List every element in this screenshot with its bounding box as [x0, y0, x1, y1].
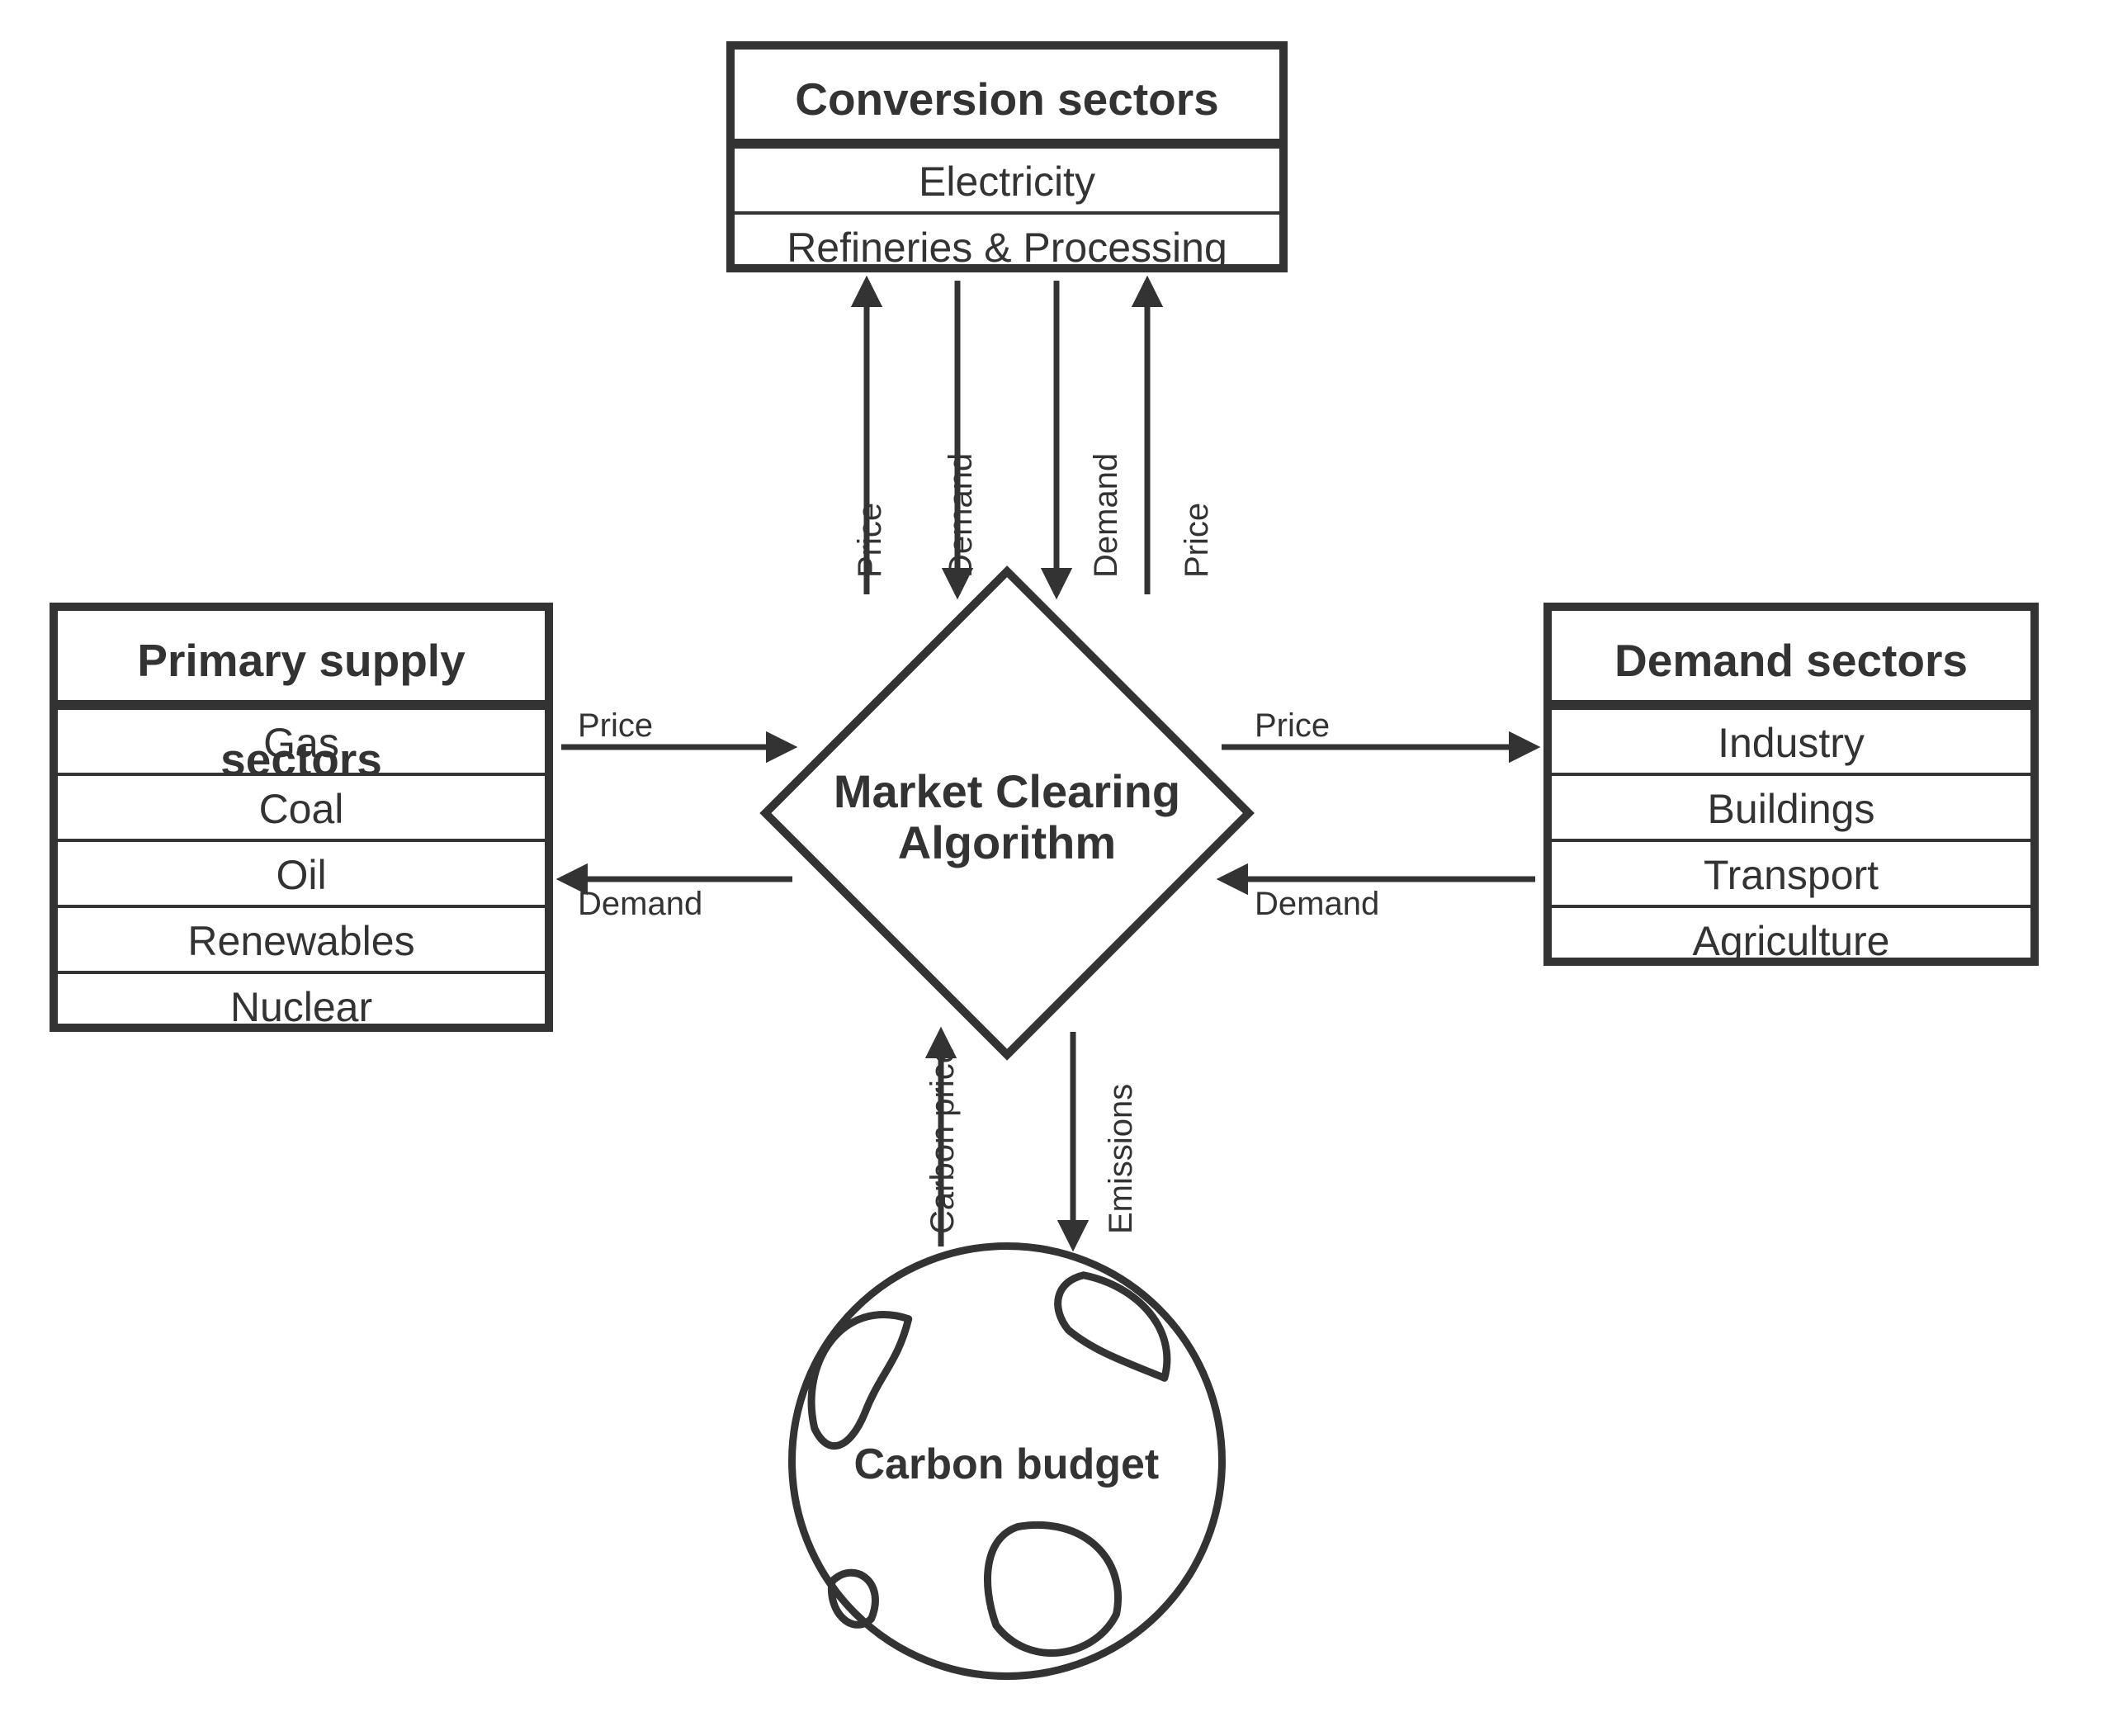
arrow-label-top_in_right: Demand: [1088, 453, 1125, 578]
sector-row: Electricity: [735, 149, 1279, 215]
conversion-sectors-title: Conversion sectors: [735, 50, 1279, 149]
arrow-label-top_out_left: Price: [852, 503, 889, 578]
sector-row: Industry: [1552, 710, 2030, 776]
conversion-sectors-box: Conversion sectors ElectricityRefineries…: [726, 41, 1288, 272]
sector-row: Gas: [58, 710, 545, 776]
center-label-line2: Algorithm: [832, 816, 1182, 869]
carbon-budget-label: Carbon budget: [854, 1440, 1160, 1489]
primary-supply-title: Primary supply sectors: [58, 611, 545, 710]
primary-supply-box: Primary supply sectors GasCoalOilRenewab…: [50, 603, 553, 1032]
market-clearing-node: Market Clearing Algorithm: [832, 638, 1182, 988]
sector-row: Coal: [58, 776, 545, 842]
arrow-label-bottom_right: Emissions: [1103, 1084, 1140, 1234]
sector-row: Buildings: [1552, 776, 2030, 842]
sector-row: Oil: [58, 842, 545, 908]
arrow-label-top_out_right: Price: [1179, 503, 1216, 578]
arrow-label-bottom_left: Carbon price: [924, 1045, 962, 1234]
arrow-label-right_bottom: Demand: [1255, 886, 1379, 923]
arrow-label-left_bottom: Demand: [578, 886, 702, 923]
demand-sectors-title: Demand sectors: [1552, 611, 2030, 710]
center-label-line1: Market Clearing: [832, 764, 1182, 818]
sector-row: Agriculture: [1552, 908, 2030, 974]
sector-row: Renewables: [58, 908, 545, 974]
sector-row: Transport: [1552, 842, 2030, 908]
diagram-stage: Primary supply sectors GasCoalOilRenewab…: [0, 0, 2113, 1736]
arrow-label-top_in_left: Demand: [943, 453, 980, 578]
sector-row: Nuclear: [58, 974, 545, 1040]
carbon-budget-node: Carbon budget: [788, 1242, 1226, 1680]
arrow-label-left_top: Price: [578, 707, 653, 745]
sector-row: Refineries & Processing: [735, 215, 1279, 281]
arrow-label-right_top: Price: [1255, 707, 1330, 745]
demand-sectors-box: Demand sectors IndustryBuildingsTranspor…: [1543, 603, 2039, 966]
